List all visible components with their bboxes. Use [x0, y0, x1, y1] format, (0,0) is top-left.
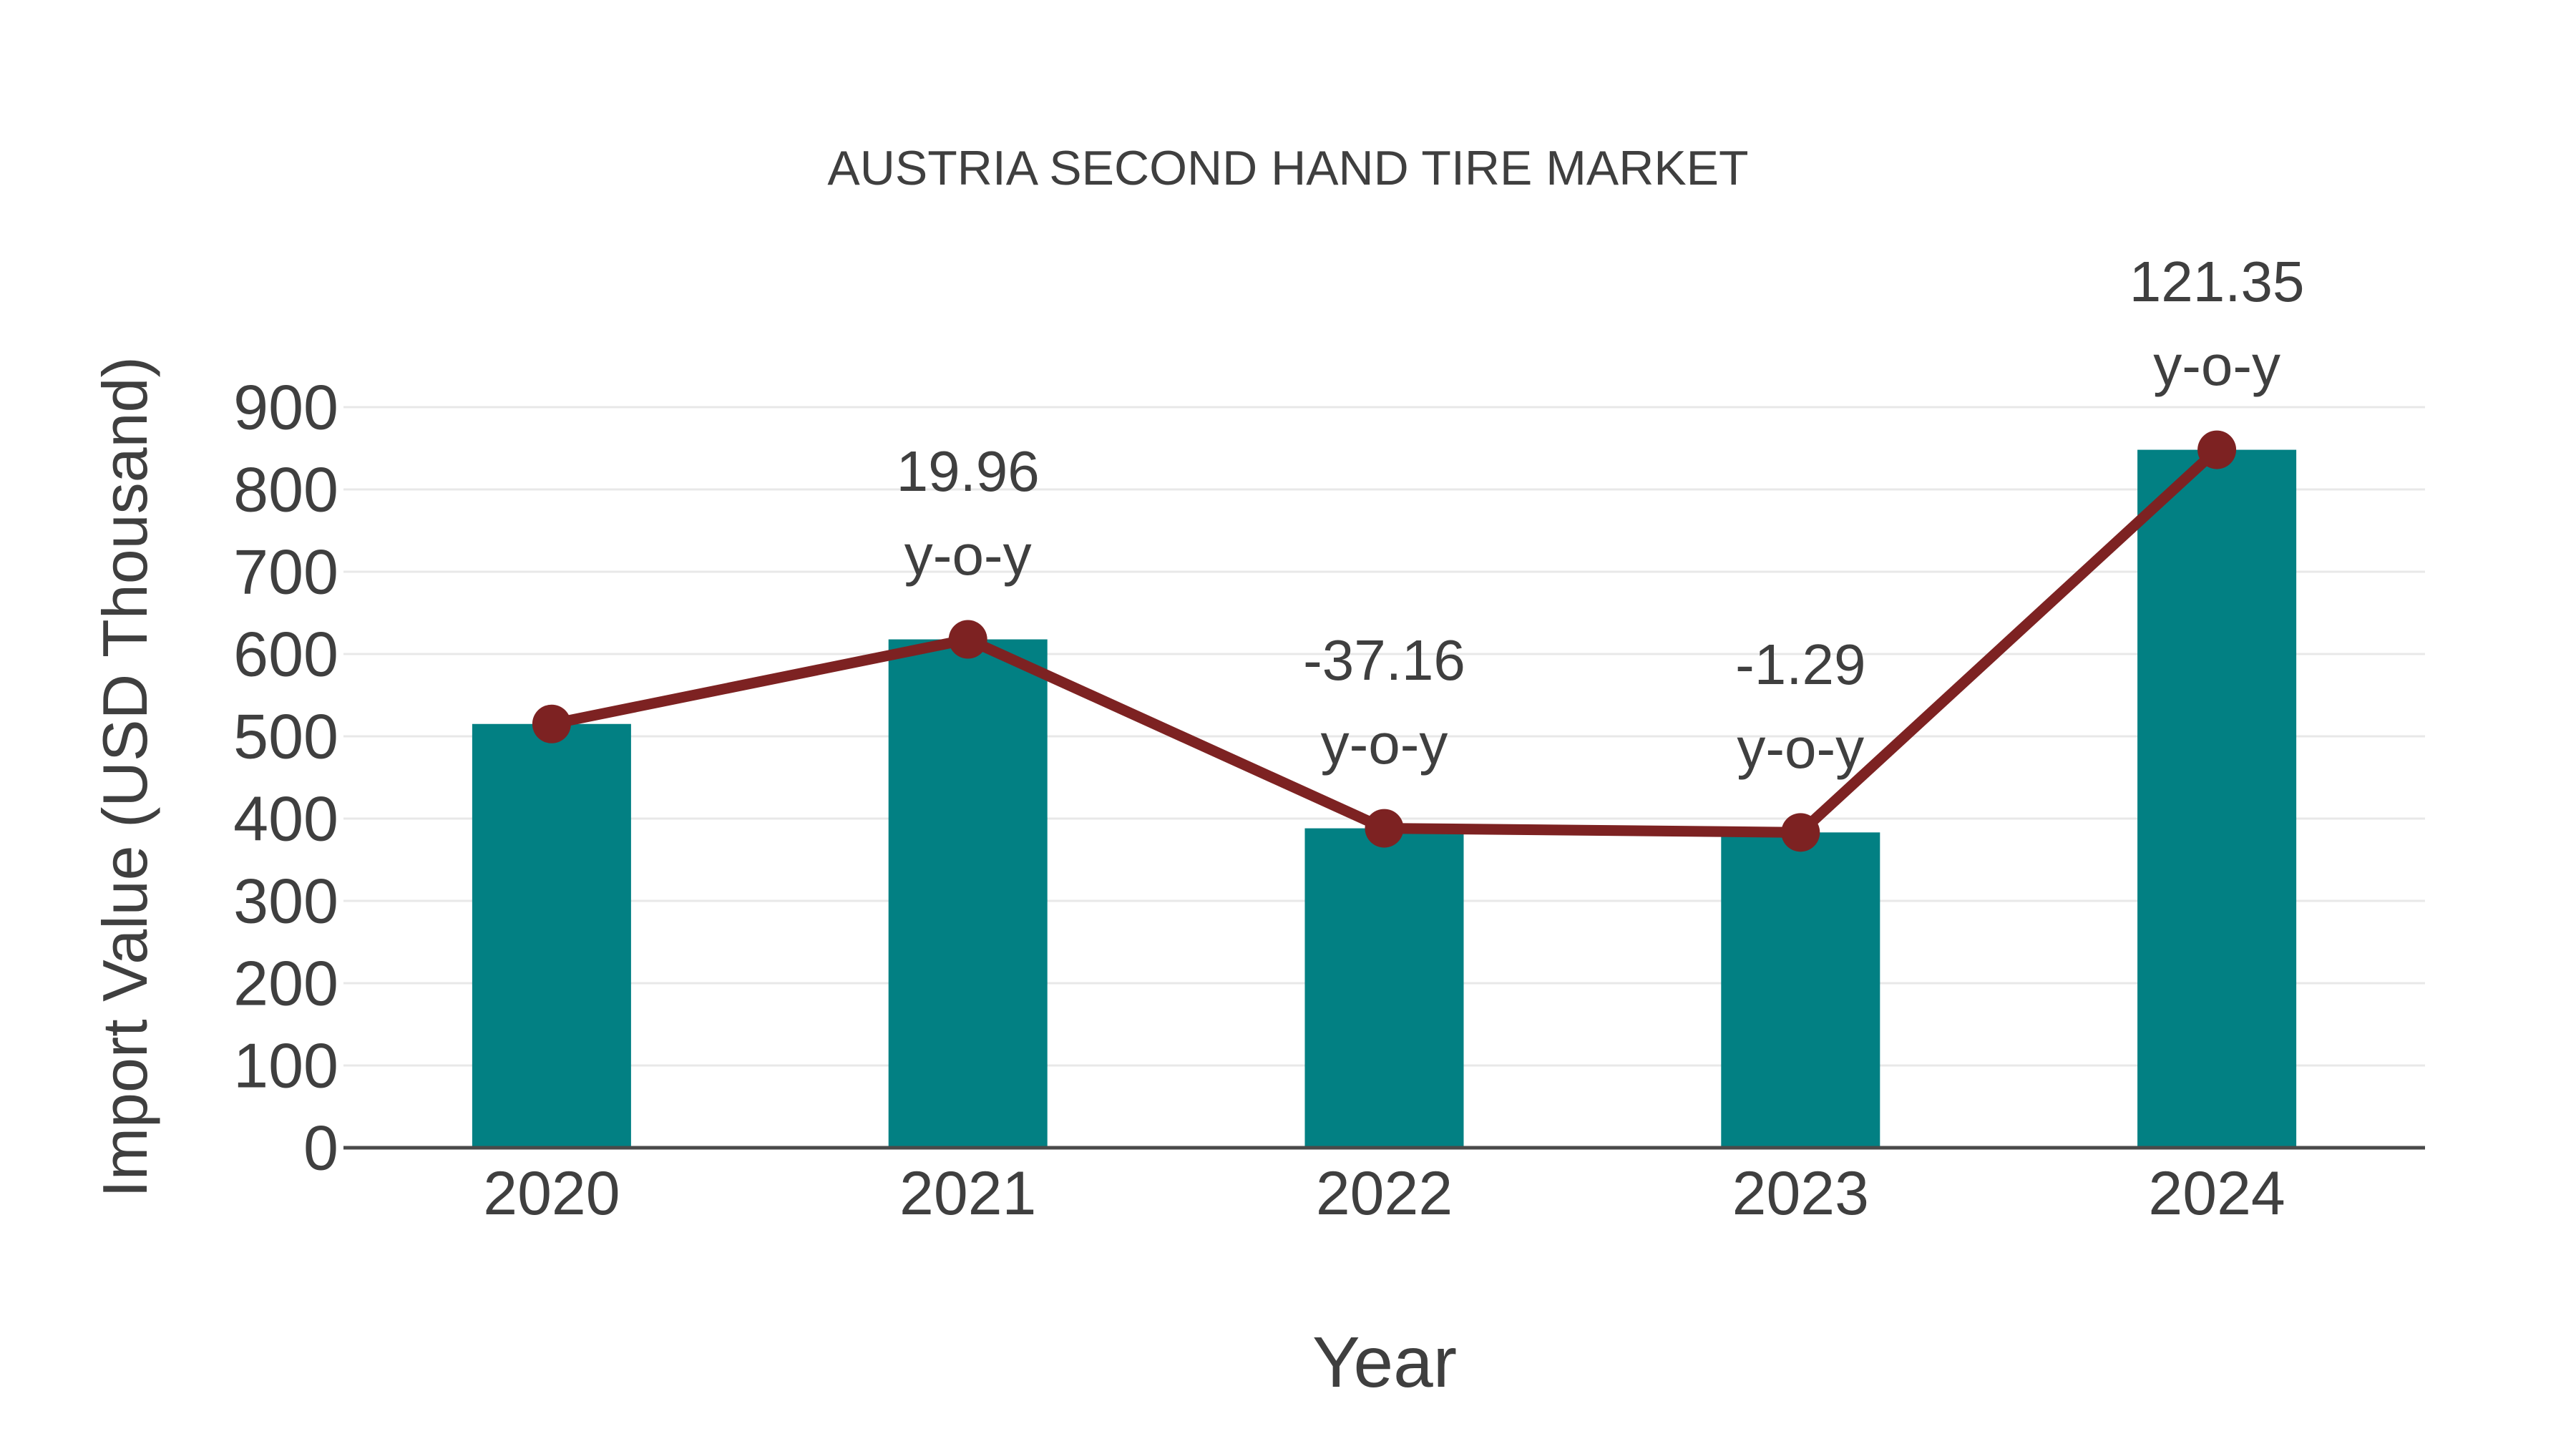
y-tick-labels: 0 100 200 300 400 500 600 700 800 900 [233, 372, 338, 1184]
line-series [532, 430, 2237, 852]
yoy-value-2023: -1.29 [1735, 633, 1865, 696]
chart-title: AUSTRIA SECOND HAND TIRE MARKET [827, 141, 1748, 195]
x-tick-labels: 2020 2021 2022 2023 2024 [483, 1159, 2285, 1228]
yoy-value-2022: -37.16 [1303, 628, 1465, 692]
line-marker-2021 [948, 620, 987, 659]
x-tick-label-2020: 2020 [483, 1159, 620, 1228]
x-tick-label-2021: 2021 [899, 1159, 1036, 1228]
y-tick-label-800: 800 [233, 454, 338, 525]
y-tick-label-0: 0 [303, 1113, 338, 1184]
x-tick-label-2023: 2023 [1732, 1159, 1869, 1228]
yoy-suffix-2023: y-o-y [1737, 716, 1864, 780]
x-tick-label-2022: 2022 [1316, 1159, 1453, 1228]
y-axis-title: Import Value (USD Thousand) [89, 356, 160, 1198]
y-tick-label-100: 100 [233, 1030, 338, 1101]
bar-2020 [472, 723, 631, 1148]
bar-2021 [888, 639, 1048, 1148]
y-tick-label-400: 400 [233, 784, 338, 854]
yoy-suffix-2022: y-o-y [1321, 712, 1448, 776]
x-tick-label-2024: 2024 [2148, 1159, 2285, 1228]
y-tick-label-900: 900 [233, 372, 338, 443]
line-marker-2022 [1365, 809, 1404, 848]
bar-2024 [2137, 449, 2297, 1148]
line-marker-2024 [2197, 430, 2237, 469]
x-axis-title: Year [1312, 1322, 1457, 1402]
y-tick-label-700: 700 [233, 537, 338, 608]
yoy-annotations: 19.96 y-o-y -37.16 y-o-y -1.29 y-o-y 121.35 y-o… [897, 250, 2305, 780]
line-marker-2020 [532, 704, 571, 743]
bar-series [472, 449, 2297, 1148]
y-tick-label-600: 600 [233, 619, 338, 690]
yoy-value-2021: 19.96 [897, 439, 1040, 503]
yoy-suffix-2024: y-o-y [2153, 333, 2280, 397]
bar-2023 [1721, 832, 1880, 1148]
gridlines [343, 406, 2425, 1067]
y-tick-label-200: 200 [233, 948, 338, 1019]
line-marker-2023 [1781, 813, 1820, 852]
y-tick-label-500: 500 [233, 701, 338, 772]
bar-2022 [1304, 828, 1464, 1148]
yoy-value-2024: 121.35 [2129, 250, 2305, 313]
yoy-suffix-2021: y-o-y [904, 523, 1032, 587]
y-tick-label-300: 300 [233, 866, 338, 937]
